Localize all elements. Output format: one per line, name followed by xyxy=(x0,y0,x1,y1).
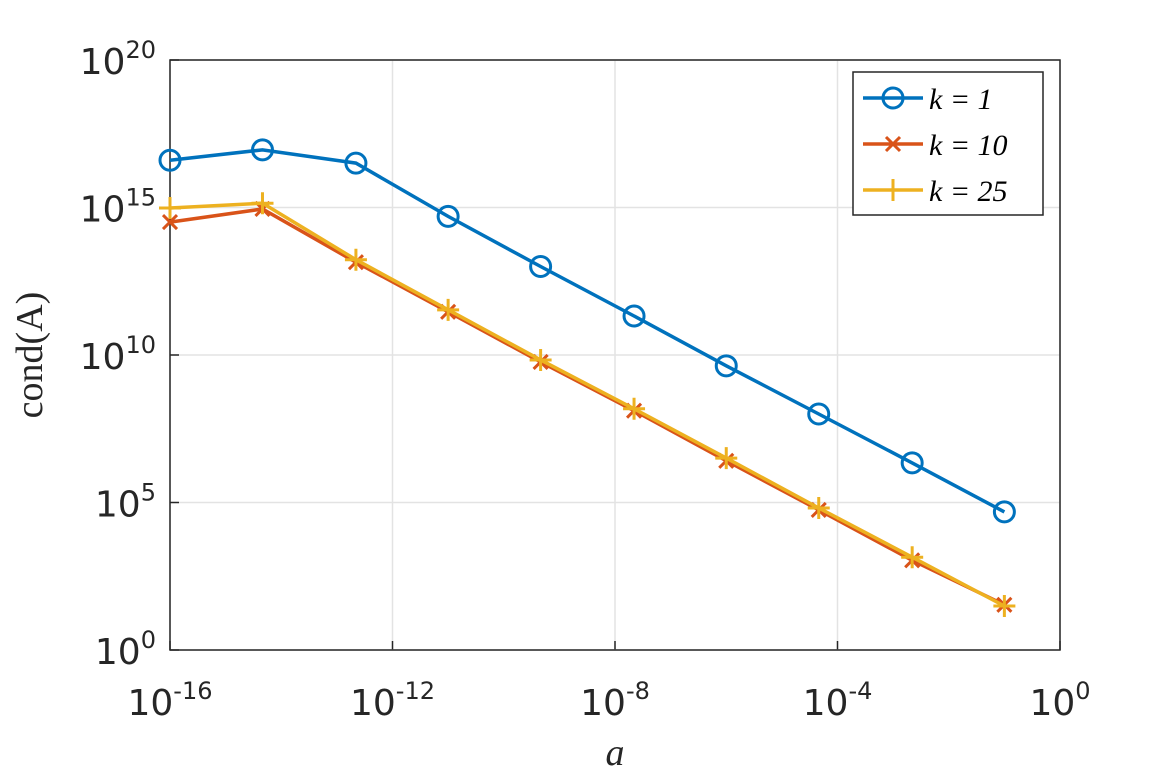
y-tick-label: 100 xyxy=(95,626,156,673)
tick-base: 10 xyxy=(95,485,141,526)
y-tick-label: 1020 xyxy=(80,36,156,83)
y-axis-label: cond(A) xyxy=(9,292,51,419)
legend-label: k = 10 xyxy=(929,129,1008,162)
tick-exponent: -12 xyxy=(396,677,435,705)
data-point xyxy=(992,500,1016,524)
data-point xyxy=(529,255,553,278)
tick-base: 10 xyxy=(80,337,126,378)
data-point xyxy=(900,451,924,475)
data-point xyxy=(158,148,182,172)
data-point xyxy=(161,214,179,231)
tick-exponent: 0 xyxy=(1075,677,1090,705)
tick-base: 10 xyxy=(1029,683,1075,724)
data-point xyxy=(159,197,181,220)
data-point xyxy=(714,354,738,378)
data-point xyxy=(901,546,924,569)
tick-base: 10 xyxy=(127,683,173,724)
series-line xyxy=(169,148,1006,514)
tick-exponent: 0 xyxy=(141,626,156,654)
tick-base: 10 xyxy=(350,683,396,724)
data-point xyxy=(251,192,274,215)
tick-exponent: 20 xyxy=(125,36,156,64)
tick-exponent: 5 xyxy=(141,479,156,507)
x-tick-label: 10-12 xyxy=(350,677,435,724)
data-point xyxy=(715,447,738,470)
tick-base: 10 xyxy=(80,190,126,231)
data-point xyxy=(623,397,646,420)
data-point xyxy=(250,138,274,162)
legend-label: k = 25 xyxy=(929,175,1008,208)
x-tick-label: 10-4 xyxy=(803,677,873,724)
tick-base: 10 xyxy=(580,683,626,724)
series-line xyxy=(169,201,1006,608)
y-tick-label: 105 xyxy=(95,479,156,526)
legend-marker xyxy=(884,135,902,153)
legend-marker xyxy=(881,86,905,110)
data-point xyxy=(437,298,460,321)
data-point xyxy=(529,348,552,371)
tick-base: 10 xyxy=(80,42,126,83)
data-point xyxy=(344,151,368,175)
data-point xyxy=(344,248,367,271)
tick-exponent: -4 xyxy=(848,677,872,705)
legend-label: k = 1 xyxy=(929,83,993,116)
axes-box xyxy=(169,59,1061,651)
y-tick-label: 1010 xyxy=(80,331,156,378)
data-point xyxy=(807,402,831,426)
data-point xyxy=(436,204,460,228)
tick-exponent: 10 xyxy=(125,331,156,359)
data-point xyxy=(807,497,830,520)
x-tick-label: 10-16 xyxy=(127,677,212,724)
tick-base: 10 xyxy=(95,632,141,673)
tick-exponent: -8 xyxy=(626,677,650,705)
data-point xyxy=(993,595,1016,618)
y-tick-label: 1015 xyxy=(80,184,156,231)
data-point xyxy=(622,304,646,328)
x-tick-label: 100 xyxy=(1029,677,1090,724)
x-axis-label: a xyxy=(606,732,625,774)
x-tick-label: 10-8 xyxy=(580,677,650,724)
tick-exponent: -16 xyxy=(173,677,212,705)
tick-exponent: 15 xyxy=(125,184,156,212)
tick-base: 10 xyxy=(803,683,849,724)
legend-marker xyxy=(882,179,904,201)
